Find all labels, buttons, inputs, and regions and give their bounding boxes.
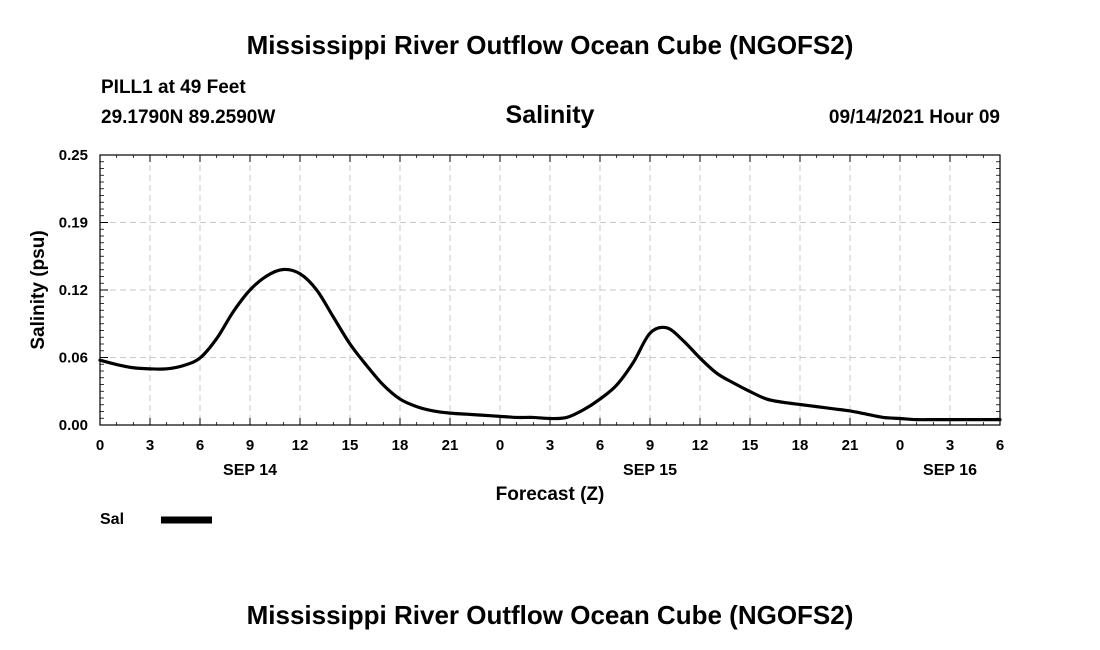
x-tick-label: 15 [742,437,759,454]
series-line-sal [98,267,1002,422]
chart-title-bottom: Mississippi River Outflow Ocean Cube (NG… [246,600,854,630]
date-label: SEP 14 [223,462,277,479]
x-tick-label: 9 [646,437,654,454]
station-coordinates: 29.1790N 89.2590W [101,107,276,128]
station-label: PILL1 at 49 Feet [101,77,246,98]
x-tick-label: 21 [842,437,859,454]
date-label: SEP 16 [923,462,977,479]
forecast-datetime: 09/14/2021 Hour 09 [828,107,1000,128]
x-tick-label: 18 [792,437,809,454]
y-tick-label: 0.25 [59,147,88,164]
chart-title-top: Mississippi River Outflow Ocean Cube (NG… [246,30,854,60]
x-tick-label: 12 [292,437,309,454]
x-tick-label: 3 [946,437,954,454]
y-axis-label: Salinity (psu) [28,230,49,349]
x-tick-label: 0 [496,437,504,454]
variable-title: Salinity [505,101,595,129]
plot-frame [99,154,1001,426]
axis-labels: 0 3 6 9 12 15 18 21 0 3 6 9 12 15 18 21 0 3 6 0.00 0.06 0.12 0… [59,147,1004,479]
grid [100,155,1000,425]
x-tick-label: 3 [146,437,154,454]
date-label: SEP 15 [623,462,677,479]
x-tick-label: 3 [546,437,554,454]
y-tick-label: 0.12 [59,282,88,299]
legend-label-sal: Sal [100,511,124,528]
x-tick-label: 6 [596,437,604,454]
x-axis-label: Forecast (Z) [496,484,605,505]
x-tick-label: 21 [442,437,459,454]
x-tick-label: 15 [342,437,359,454]
legend: Sal [100,511,212,528]
x-tick-label: 6 [196,437,204,454]
x-tick-label: 18 [392,437,409,454]
x-tick-label: 6 [996,437,1004,454]
x-tick-label: 0 [896,437,904,454]
y-tick-label: 0.19 [59,215,88,232]
x-tick-label: 0 [96,437,104,454]
x-tick-label: 12 [692,437,709,454]
x-tick-label: 9 [246,437,254,454]
y-tick-label: 0.00 [59,417,88,434]
y-tick-label: 0.06 [59,350,88,367]
